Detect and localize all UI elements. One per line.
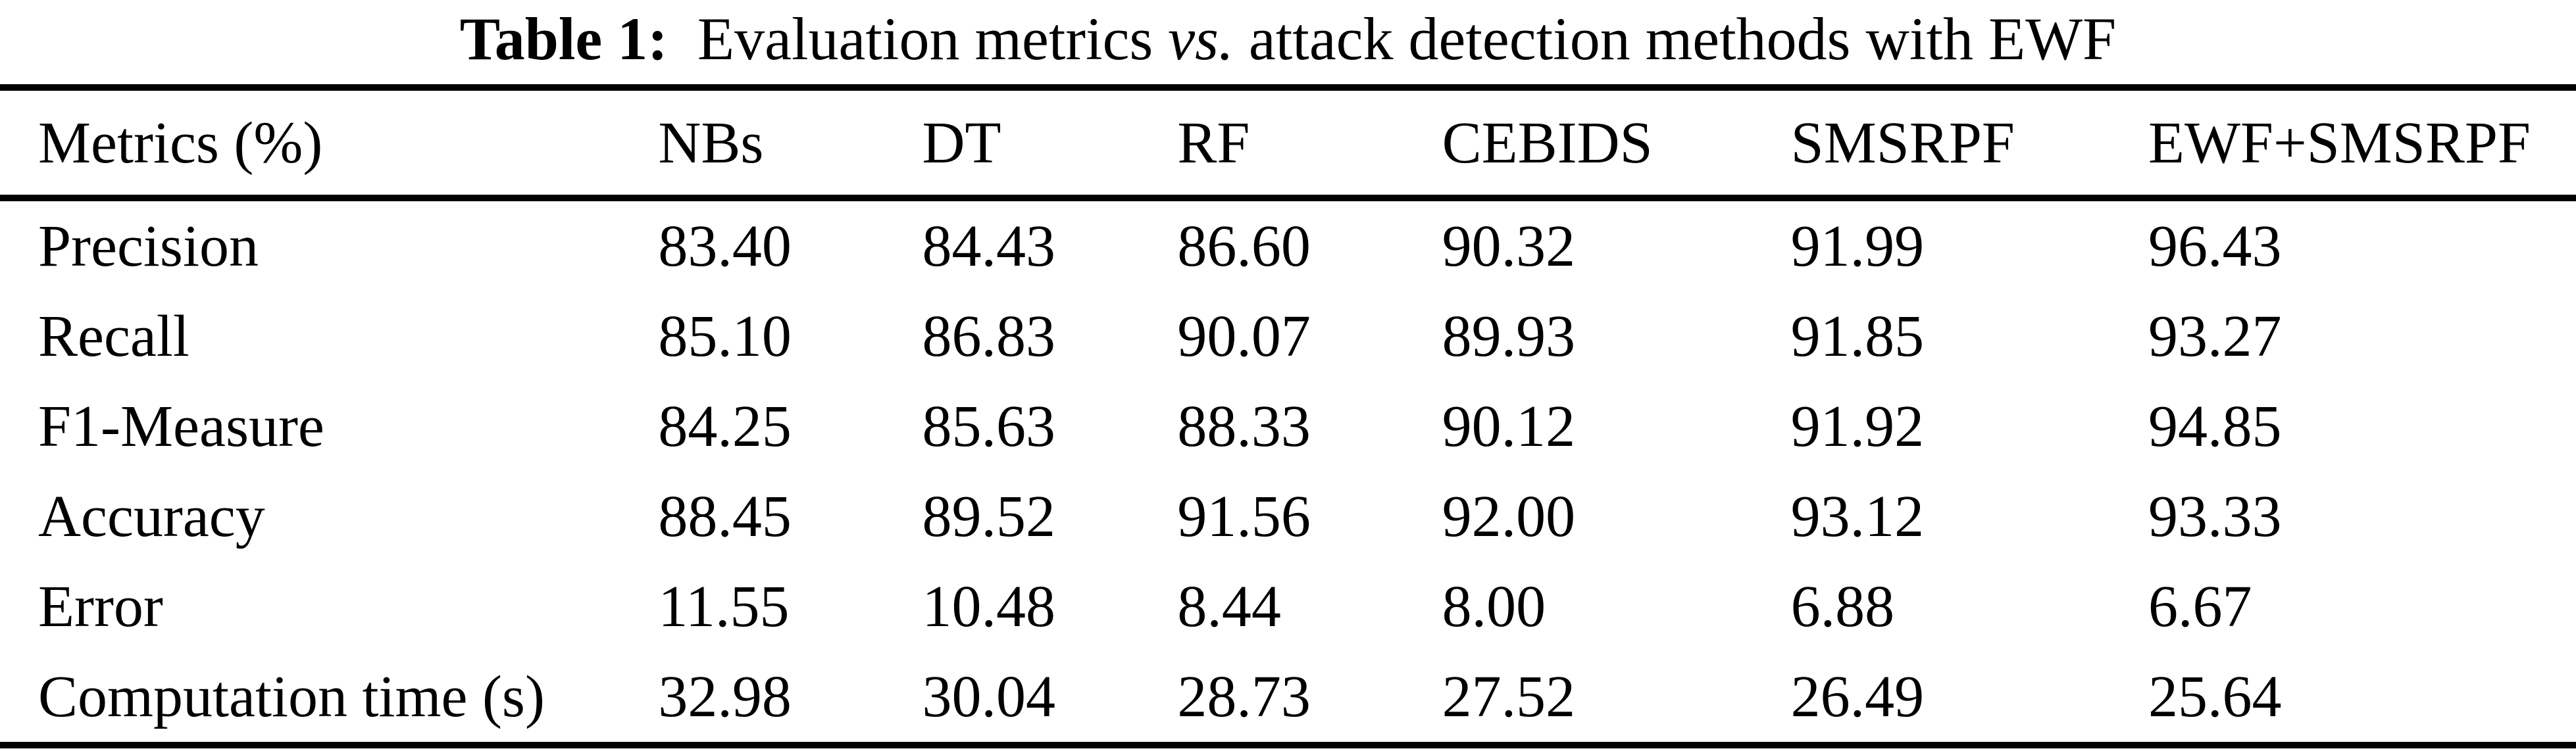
metric-value: 91.92 bbox=[1790, 394, 1925, 459]
table-row-recall: Recall 85.10 86.83 90.07 89.93 91.85 93.… bbox=[0, 291, 2576, 381]
metric-value: 90.12 bbox=[1442, 394, 1576, 459]
table-row-f1-measure: F1-Measure 84.25 85.63 88.33 90.12 91.92… bbox=[0, 381, 2576, 472]
metric-value: 93.12 bbox=[1790, 484, 1925, 549]
metric-value: 32.98 bbox=[658, 664, 792, 729]
caption-label: Table 1: bbox=[459, 5, 668, 72]
metric-value: 94.85 bbox=[2148, 394, 2282, 459]
metric-value: 84.25 bbox=[658, 394, 792, 459]
column-header-dt: DT bbox=[922, 87, 1178, 201]
caption-vs: vs. bbox=[1168, 5, 1234, 72]
metric-value: 93.33 bbox=[2148, 484, 2282, 549]
column-header-rf: RF bbox=[1177, 87, 1442, 201]
metric-label: F1-Measure bbox=[38, 394, 324, 459]
metric-value: 86.83 bbox=[922, 304, 1055, 369]
table-row-error: Error 11.55 10.48 8.44 8.00 6.88 6.67 bbox=[0, 562, 2576, 652]
table-row-computation-time: Computation time (s) 32.98 30.04 28.73 2… bbox=[0, 652, 2576, 745]
table-caption: Table 1: Evaluation metrics vs. attack d… bbox=[0, 0, 2576, 84]
table-row-precision: Precision 83.40 84.43 86.60 90.32 91.99 … bbox=[0, 198, 2576, 291]
metric-value: 28.73 bbox=[1177, 664, 1311, 729]
metric-value: 27.52 bbox=[1442, 664, 1576, 729]
metric-label: Precision bbox=[38, 214, 259, 279]
metric-value: 6.67 bbox=[2148, 574, 2252, 639]
table-row-accuracy: Accuracy 88.45 89.52 91.56 92.00 93.12 9… bbox=[0, 472, 2576, 562]
metric-label: Recall bbox=[38, 304, 189, 369]
metric-value: 91.99 bbox=[1790, 214, 1925, 279]
column-header-nbs: NBs bbox=[658, 87, 922, 201]
metric-value: 90.07 bbox=[1177, 304, 1311, 369]
metric-value: 90.32 bbox=[1442, 214, 1576, 279]
metric-label: Error bbox=[38, 574, 163, 639]
header-row: Metrics (%) NBs DT RF CEBIDS SMSRPF EWF+… bbox=[0, 87, 2576, 201]
caption-text-pre: Evaluation metrics bbox=[697, 5, 1153, 72]
metric-value: 6.88 bbox=[1790, 574, 1895, 639]
column-header-smsrpf: SMSRPF bbox=[1790, 87, 2148, 201]
metric-label: Computation time (s) bbox=[38, 664, 545, 729]
metric-value: 85.63 bbox=[922, 394, 1055, 459]
metric-value: 26.49 bbox=[1790, 664, 1925, 729]
evaluation-metrics-table: Metrics (%) NBs DT RF CEBIDS SMSRPF EWF+… bbox=[0, 84, 2576, 748]
metric-value: 11.55 bbox=[658, 574, 790, 639]
metric-value: 84.43 bbox=[922, 214, 1055, 279]
metric-value: 88.33 bbox=[1177, 394, 1311, 459]
metric-value: 30.04 bbox=[922, 664, 1055, 729]
caption-text-post: attack detection methods with EWF bbox=[1248, 5, 2117, 72]
column-header-metrics: Metrics (%) bbox=[0, 87, 659, 201]
metric-value: 8.44 bbox=[1177, 574, 1281, 639]
metric-value: 25.64 bbox=[2148, 664, 2282, 729]
metric-value: 8.00 bbox=[1442, 574, 1546, 639]
column-header-ewf-smsrpf: EWF+SMSRPF bbox=[2148, 87, 2576, 201]
metric-value: 92.00 bbox=[1442, 484, 1576, 549]
metric-value: 83.40 bbox=[658, 214, 792, 279]
metric-value: 93.27 bbox=[2148, 304, 2282, 369]
metric-value: 89.52 bbox=[922, 484, 1055, 549]
metric-value: 10.48 bbox=[922, 574, 1055, 639]
metric-value: 85.10 bbox=[658, 304, 792, 369]
column-header-cebids: CEBIDS bbox=[1442, 87, 1791, 201]
metric-value: 89.93 bbox=[1442, 304, 1576, 369]
metric-label: Accuracy bbox=[38, 484, 265, 549]
metric-value: 88.45 bbox=[658, 484, 792, 549]
metric-value: 91.85 bbox=[1790, 304, 1925, 369]
metric-value: 86.60 bbox=[1177, 214, 1311, 279]
metric-value: 91.56 bbox=[1177, 484, 1311, 549]
metric-value: 96.43 bbox=[2148, 214, 2282, 279]
